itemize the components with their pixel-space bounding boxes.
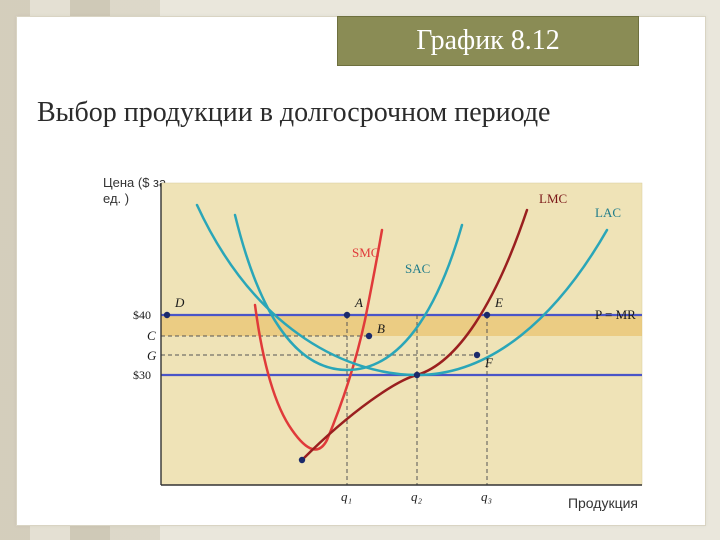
svg-text:SMC: SMC [352,245,379,260]
content-panel: График 8.12 Выбор продукции в долгосрочн… [16,16,706,526]
x-axis-label: Продукция [568,495,638,511]
svg-text:F: F [484,355,494,370]
svg-text:q₂: q₂ [411,489,423,504]
svg-text:LAC: LAC [595,205,621,220]
svg-text:P = MR: P = MR [595,307,636,322]
svg-text:G: G [147,348,157,363]
svg-text:C: C [147,328,156,343]
economics-chart: P = MR SMC SAC LMC LAC $40 $30 q₁ q₂ q₃ AB E F D CG [97,175,652,515]
svg-text:E: E [494,295,503,310]
svg-text:$40: $40 [133,308,151,322]
svg-text:D: D [174,295,185,310]
svg-text:B: B [377,321,385,336]
svg-text:SAC: SAC [405,261,430,276]
svg-text:q₁: q₁ [341,489,352,504]
chart-container: Цена ($ за ед. ) P = MRSMCSACLMCLAC$40$3… [97,175,652,515]
svg-text:q₃: q₃ [481,489,492,504]
section-title: Выбор продукции в долгосрочном периоде [37,97,687,129]
title-text: График 8.12 [416,25,560,57]
slide-background: График 8.12 Выбор продукции в долгосрочн… [0,0,720,540]
svg-text:A: A [354,295,363,310]
svg-text:LMC: LMC [539,191,567,206]
title-box: График 8.12 [337,16,639,66]
svg-text:$30: $30 [133,368,151,382]
